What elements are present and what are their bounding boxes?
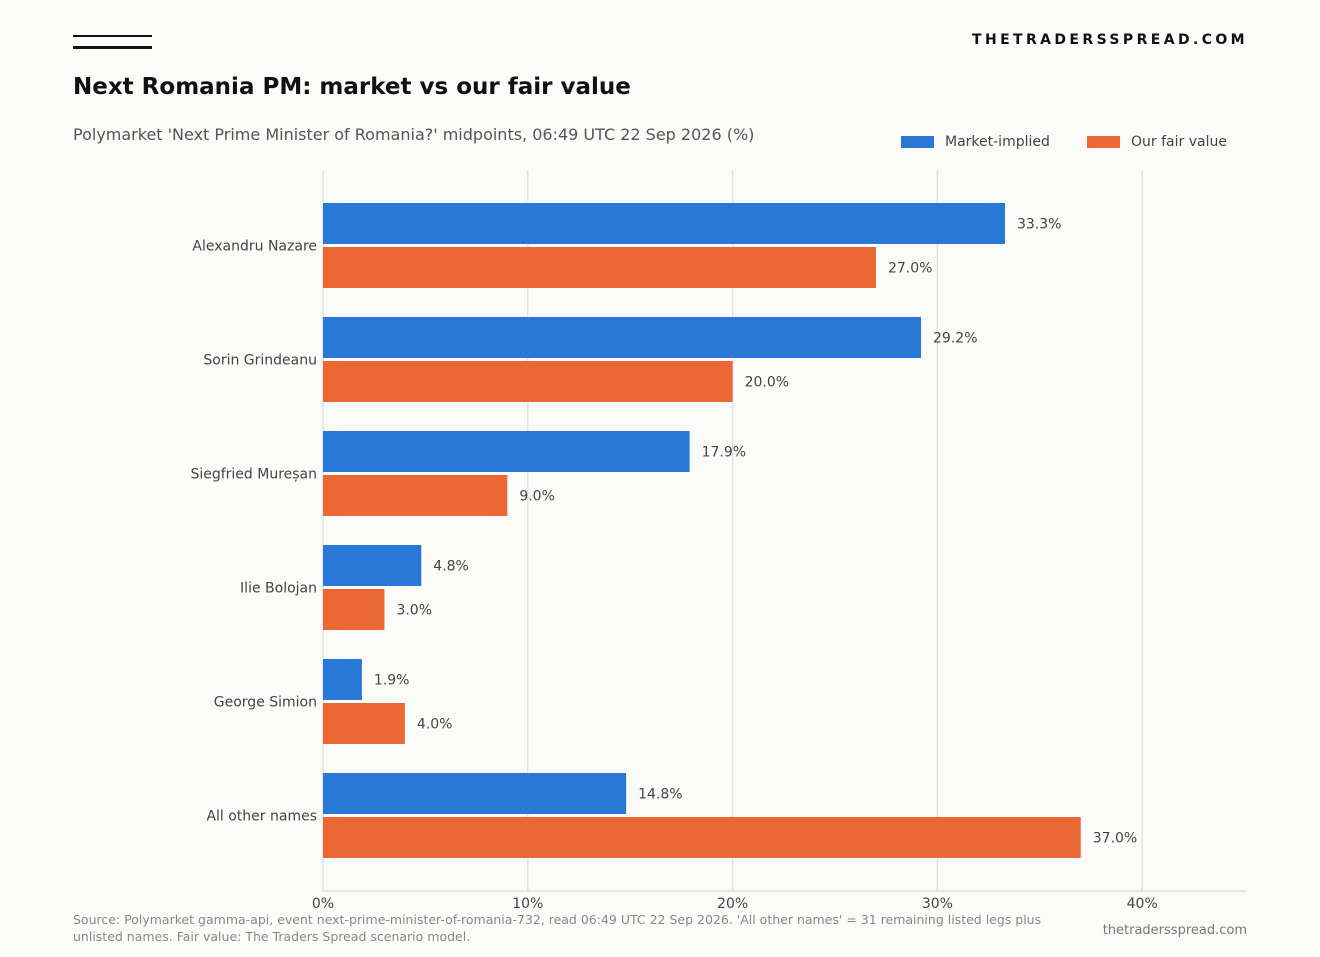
header-rule-top — [73, 35, 152, 37]
bar-market-implied — [323, 431, 690, 472]
chart-legend: Market-implied Our fair value — [0, 134, 1320, 154]
bar-fair-value — [323, 361, 733, 402]
data-label: 1.9% — [374, 673, 410, 689]
x-tick-label: 10% — [512, 896, 543, 912]
category-label: Sorin Grindeanu — [203, 353, 317, 369]
bar-market-implied — [323, 773, 627, 814]
legend-swatch-fair-value — [1087, 136, 1120, 148]
data-label: 3.0% — [396, 603, 432, 619]
legend-label-market: Market-implied — [945, 134, 1050, 150]
x-tick-label: 40% — [1127, 896, 1158, 912]
data-label: 4.8% — [433, 559, 469, 575]
data-label: 27.0% — [888, 261, 932, 277]
data-label: 37.0% — [1093, 831, 1137, 847]
category-label: Ilie Bolojan — [240, 581, 317, 597]
legend-swatch-market — [901, 136, 934, 148]
bar-market-implied — [323, 659, 362, 700]
category-label: Siegfried Mureșan — [190, 467, 317, 483]
data-label: 33.3% — [1017, 217, 1061, 233]
data-label: 4.0% — [417, 717, 453, 733]
legend-item-fair-value: Our fair value — [1087, 134, 1227, 150]
bar-market-implied — [323, 545, 422, 586]
bar-fair-value — [323, 817, 1081, 858]
header-rule-bottom — [73, 46, 152, 49]
bar-market-implied — [323, 203, 1005, 244]
x-tick-label: 30% — [922, 896, 953, 912]
chart-title: Next Romania PM: market vs our fair valu… — [73, 74, 631, 100]
category-label: Alexandru Nazare — [192, 239, 317, 255]
category-label: All other names — [206, 809, 317, 825]
data-label: 9.0% — [519, 489, 555, 505]
x-tick-label: 0% — [312, 896, 334, 912]
bar-fair-value — [323, 475, 508, 516]
data-label: 14.8% — [638, 787, 682, 803]
bar-fair-value — [323, 703, 405, 744]
footer-source-note: Source: Polymarket gamma-api, event next… — [73, 912, 1042, 944]
legend-item-market: Market-implied — [901, 134, 1050, 150]
legend-label-fair-value: Our fair value — [1131, 134, 1227, 150]
bar-market-implied — [323, 317, 922, 358]
data-label: 20.0% — [745, 375, 789, 391]
footer-site-link: thetradersspread.com — [1102, 923, 1247, 938]
bar-fair-value — [323, 247, 876, 288]
data-label: 29.2% — [933, 331, 977, 347]
x-tick-label: 20% — [717, 896, 748, 912]
brand-wordmark: THETRADERSSPREAD.COM — [972, 32, 1248, 48]
data-label: 17.9% — [702, 445, 746, 461]
category-label: George Simion — [214, 695, 317, 711]
bar-fair-value — [323, 589, 385, 630]
chart-subtitle: Polymarket 'Next Prime Minister of Roman… — [73, 125, 755, 144]
